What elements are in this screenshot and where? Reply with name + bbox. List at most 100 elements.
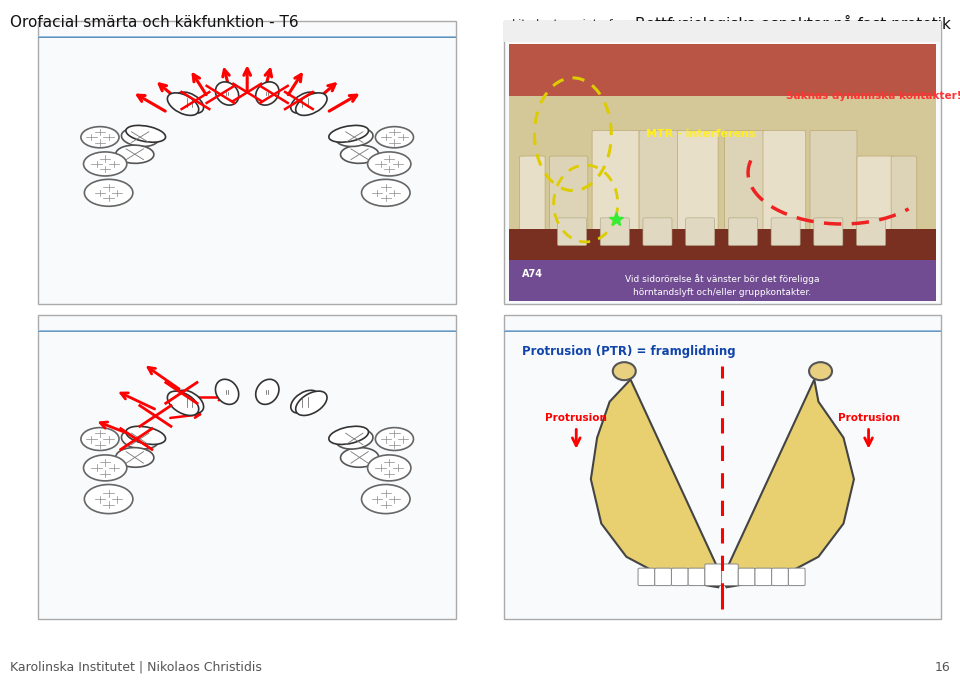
Bar [504, 330, 941, 331]
Bar [504, 330, 941, 331]
Bar [509, 260, 936, 301]
Bar [38, 330, 456, 331]
Bar [504, 36, 941, 37]
Bar [38, 36, 456, 38]
Ellipse shape [362, 484, 410, 514]
Ellipse shape [375, 428, 414, 451]
Ellipse shape [612, 362, 636, 380]
Bar [504, 330, 941, 331]
Ellipse shape [116, 145, 154, 163]
Polygon shape [590, 380, 854, 588]
FancyBboxPatch shape [738, 568, 755, 586]
Ellipse shape [336, 429, 373, 449]
Bar [504, 21, 941, 42]
Bar [38, 330, 456, 331]
Bar [504, 330, 941, 331]
Bar [504, 36, 941, 38]
Ellipse shape [116, 447, 154, 467]
Ellipse shape [126, 426, 165, 445]
Ellipse shape [255, 380, 279, 404]
Bar [38, 330, 456, 331]
Bar [38, 330, 456, 332]
Bar [38, 36, 456, 37]
FancyBboxPatch shape [755, 568, 772, 586]
FancyBboxPatch shape [705, 564, 722, 586]
Bar [38, 330, 456, 331]
FancyBboxPatch shape [725, 131, 765, 231]
Text: Protrusion: Protrusion [545, 413, 607, 423]
FancyBboxPatch shape [678, 131, 718, 231]
FancyBboxPatch shape [685, 218, 714, 246]
Bar [504, 315, 941, 619]
Bar [504, 331, 941, 332]
Bar [38, 36, 456, 37]
Bar [38, 37, 456, 38]
Text: Karolinska Institutet | Nikolaos Christidis: Karolinska Institutet | Nikolaos Christi… [10, 661, 261, 674]
Ellipse shape [291, 92, 319, 114]
Text: MTR - interferens: MTR - interferens [645, 129, 755, 140]
Ellipse shape [255, 82, 279, 105]
Bar [504, 330, 941, 331]
Bar [504, 330, 941, 331]
Ellipse shape [121, 429, 158, 449]
Text: Orofacial smärta och käkfunktion - T6: Orofacial smärta och käkfunktion - T6 [10, 15, 299, 30]
Bar [509, 96, 936, 237]
Bar [504, 36, 941, 37]
Ellipse shape [121, 128, 158, 146]
Ellipse shape [167, 391, 199, 415]
Bar [38, 36, 456, 38]
Ellipse shape [296, 93, 327, 116]
Ellipse shape [296, 391, 327, 415]
Bar [504, 36, 941, 38]
Bar [504, 330, 941, 331]
Bar [504, 330, 941, 332]
Bar [504, 37, 941, 38]
Bar [504, 330, 941, 331]
Ellipse shape [375, 127, 414, 148]
FancyBboxPatch shape [688, 568, 705, 586]
Ellipse shape [84, 455, 127, 481]
Bar [38, 37, 456, 38]
Text: Saknas dynamiska kontakter!: Saknas dynamiska kontakter! [786, 91, 960, 101]
FancyBboxPatch shape [729, 218, 757, 246]
Bar [38, 331, 456, 332]
Bar [504, 330, 941, 332]
Ellipse shape [176, 391, 204, 413]
FancyBboxPatch shape [891, 156, 917, 231]
Bar [504, 36, 941, 37]
Bar [504, 330, 941, 331]
FancyBboxPatch shape [519, 156, 545, 231]
Bar [504, 331, 941, 332]
Bar [504, 37, 941, 38]
Ellipse shape [215, 380, 239, 404]
Bar [38, 37, 456, 38]
FancyBboxPatch shape [814, 218, 843, 246]
Bar [38, 36, 456, 37]
Ellipse shape [368, 455, 411, 481]
Text: Bettfysiologiska aspekter på fast protetik: Bettfysiologiska aspekter på fast protet… [635, 15, 950, 32]
Ellipse shape [84, 179, 132, 207]
Bar [504, 36, 941, 38]
Bar [509, 229, 936, 301]
Bar [504, 331, 941, 332]
Bar [504, 37, 941, 38]
Bar [38, 330, 456, 331]
Bar [504, 36, 941, 37]
Ellipse shape [215, 82, 239, 105]
Bar [38, 37, 456, 38]
Ellipse shape [84, 484, 132, 514]
Text: 16: 16 [935, 661, 950, 674]
FancyBboxPatch shape [655, 568, 671, 586]
Text: Vid sidorörelse åt vänster bör det föreligga
hörntandslyft och/eller gruppkontak: Vid sidorörelse åt vänster bör det förel… [625, 274, 820, 297]
Bar [504, 36, 941, 37]
Bar [504, 331, 941, 332]
Bar [38, 21, 456, 304]
Bar [38, 36, 456, 37]
Bar [509, 44, 936, 142]
Ellipse shape [81, 428, 119, 451]
FancyBboxPatch shape [643, 218, 672, 246]
FancyBboxPatch shape [763, 131, 805, 231]
Bar [38, 331, 456, 332]
Ellipse shape [341, 145, 378, 163]
Text: Lite kort om interferenser…: Lite kort om interferenser… [512, 19, 666, 29]
